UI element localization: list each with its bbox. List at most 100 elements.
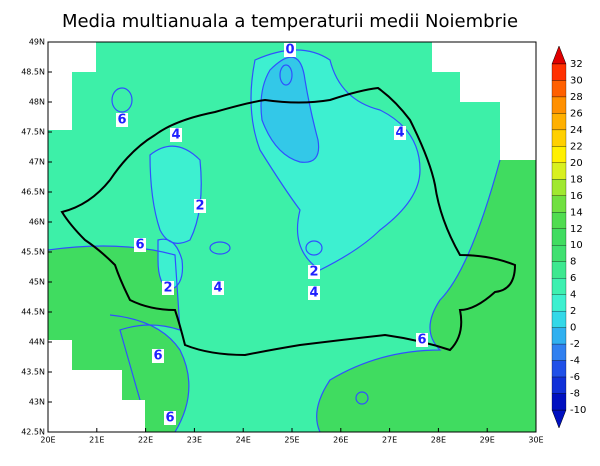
x-tick-label: 28E xyxy=(431,436,446,445)
y-tick-label: 46.5N xyxy=(21,188,45,197)
colorbar-label: -6 xyxy=(570,372,580,383)
contour-label: 6 xyxy=(117,113,126,128)
x-tick-label: 24E xyxy=(236,436,251,445)
contour-label-bg xyxy=(416,333,428,347)
colorbar-label: 6 xyxy=(570,273,576,284)
y-tick-label: 42.5N xyxy=(21,428,45,437)
colorbar-label: 30 xyxy=(570,75,583,86)
x-tick-label: 22E xyxy=(138,436,153,445)
colorbar-label: 8 xyxy=(570,257,576,268)
colorbar-band xyxy=(551,179,567,196)
colorbar-label: 2 xyxy=(570,306,576,317)
y-tick-label: 45N xyxy=(29,278,45,287)
y-tick-label: 43.5N xyxy=(21,368,45,377)
contour-label-bg xyxy=(194,199,206,213)
colorbar-band xyxy=(551,228,567,246)
contour-label-bg xyxy=(394,126,406,140)
y-tick-label: 47.5N xyxy=(21,128,45,137)
y-tick-label: 49N xyxy=(29,38,45,47)
x-tick-label: 25E xyxy=(284,436,299,445)
colorbar-label: 18 xyxy=(570,174,583,185)
colorbar-band xyxy=(551,327,567,345)
colorbar-band xyxy=(551,212,567,229)
contour-label-bg xyxy=(284,43,296,57)
contour-label: 4 xyxy=(171,128,180,143)
contour-label-bg xyxy=(212,281,224,295)
cold-area xyxy=(261,57,319,163)
contour-label: 6 xyxy=(165,411,174,426)
x-tick-label: 20E xyxy=(40,436,55,445)
y-tick-label: 44N xyxy=(29,338,45,347)
colorbar-band xyxy=(551,310,567,328)
colorbar-label: 16 xyxy=(570,191,583,202)
y-tick-label: 48.5N xyxy=(21,68,45,77)
colorbar-label: 12 xyxy=(570,224,583,235)
y-tick-label: 44.5N xyxy=(21,308,45,317)
x-tick-label: 27E xyxy=(382,436,397,445)
contour-label-bg xyxy=(308,286,320,300)
colorbar-band xyxy=(551,360,567,378)
colorbar-label: 4 xyxy=(570,290,576,301)
colorbar-label: -8 xyxy=(570,389,580,400)
colorbar-label: 28 xyxy=(570,92,583,103)
colorbar-label: 14 xyxy=(570,207,583,218)
colorbar-band xyxy=(551,195,567,213)
colorbar-label: 20 xyxy=(570,158,583,169)
contour-label: 6 xyxy=(153,349,162,364)
y-tick-label: 48N xyxy=(29,98,45,107)
contour-label: 2 xyxy=(309,265,318,280)
x-tick-label: 23E xyxy=(187,436,202,445)
colorbar-label: 0 xyxy=(570,323,576,334)
country-border xyxy=(60,86,517,357)
contour-label: 6 xyxy=(135,238,144,253)
x-tick-label: 21E xyxy=(89,436,104,445)
contour-label: 4 xyxy=(309,286,318,301)
contour-label-bg xyxy=(170,128,182,142)
y-tick-label: 46N xyxy=(29,218,45,227)
colorbar-band xyxy=(551,376,567,394)
warm-area xyxy=(316,160,536,432)
colorbar-band xyxy=(551,146,567,164)
y-tick-label: 47N xyxy=(29,158,45,167)
colorbar-arrow xyxy=(551,409,567,429)
contour-label-bg xyxy=(116,113,128,127)
colorbar-band xyxy=(551,245,567,262)
field xyxy=(48,42,536,432)
colorbar-label: -2 xyxy=(570,339,580,350)
contour-label: 6 xyxy=(417,333,426,348)
contour-label: 4 xyxy=(213,281,222,296)
colorbar-band xyxy=(551,96,567,114)
colorbar-band xyxy=(551,278,567,295)
contour-label-bg xyxy=(162,281,174,295)
colorbar-label: -4 xyxy=(570,356,580,367)
colorbar-band xyxy=(551,113,567,131)
cool-area xyxy=(150,146,202,244)
x-tick-label: 29E xyxy=(480,436,495,445)
contour-label-bg xyxy=(308,265,320,279)
colorbar-band xyxy=(551,129,567,147)
colorbar-label: 24 xyxy=(570,125,583,136)
contour-label-bg xyxy=(152,349,164,363)
contour-label: 2 xyxy=(195,199,204,214)
colorbar-band xyxy=(551,63,567,81)
colorbar-label: 10 xyxy=(570,240,583,251)
contour-label: 2 xyxy=(163,281,172,296)
contour-label-bg xyxy=(164,411,176,425)
colorbar-label: -10 xyxy=(570,405,586,416)
colorbar-label: 22 xyxy=(570,141,583,152)
map-title: Media multianuala a temperaturii medii N… xyxy=(62,11,518,32)
y-tick-label: 45.5N xyxy=(21,248,45,257)
no-data xyxy=(48,42,536,432)
x-tick-label: 30E xyxy=(528,436,543,445)
y-tick-label: 43N xyxy=(29,398,45,407)
colorbar-band xyxy=(551,343,567,361)
colorbar-band xyxy=(551,80,567,98)
contour-label: 0 xyxy=(285,43,294,58)
colorbar-arrow xyxy=(551,45,567,65)
contour-label: 4 xyxy=(395,126,404,141)
colorbar-band xyxy=(551,393,567,411)
colorbar-band xyxy=(551,162,567,180)
contour-label-bg xyxy=(134,238,146,252)
colorbar-label: 32 xyxy=(570,59,583,70)
